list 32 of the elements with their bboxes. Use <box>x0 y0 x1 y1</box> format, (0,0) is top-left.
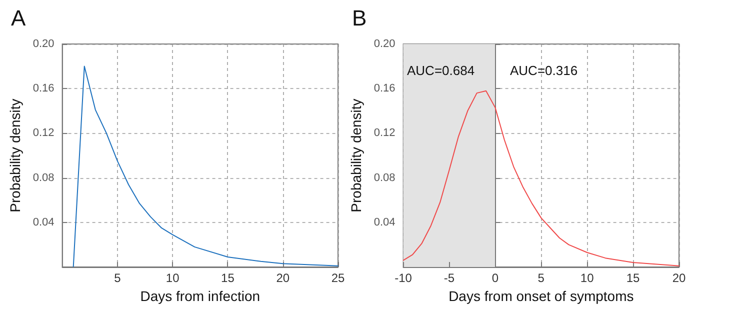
y-tick-label: 0.08 <box>374 172 396 184</box>
x-tick-label: 5 <box>114 271 122 285</box>
chart-title: B <box>352 6 367 30</box>
x-tick-label: 20 <box>276 271 290 285</box>
y-axis-title: Probability density <box>7 98 23 212</box>
y-tick-label: 0.20 <box>32 38 54 50</box>
x-tick-label: 5 <box>538 271 545 285</box>
y-tick-label: 0.12 <box>374 127 396 140</box>
y-tick-label: 0.16 <box>374 82 396 95</box>
x-tick-label: 15 <box>221 271 235 285</box>
y-tick-label: 0.12 <box>32 127 54 140</box>
x-axis-title: Days from onset of symptoms <box>448 288 634 304</box>
annotation: AUC=0.684 <box>407 63 475 78</box>
annotation: AUC=0.316 <box>510 63 578 78</box>
x-tick-label: 25 <box>331 271 345 285</box>
x-tick-label: 10 <box>166 271 180 285</box>
y-tick-label: 0.04 <box>374 216 396 228</box>
x-tick-label: 20 <box>672 271 686 285</box>
x-axis-title: Days from infection <box>140 288 260 304</box>
x-tick-label: 10 <box>580 271 594 285</box>
line-series <box>403 90 680 266</box>
y-axis-title: Probability density <box>348 98 364 212</box>
x-tick-label: 15 <box>626 271 640 285</box>
x-tick-label: 0 <box>492 271 499 285</box>
y-tick-label: 0.08 <box>32 172 54 184</box>
x-tick-label: -10 <box>394 271 412 285</box>
y-tick-label: 0.16 <box>32 82 54 95</box>
y-tick-label: 0.20 <box>374 38 396 50</box>
chart-title: A <box>11 6 26 30</box>
y-tick-label: 0.04 <box>32 216 54 228</box>
x-tick-label: -5 <box>444 271 455 285</box>
line-series <box>72 66 338 267</box>
